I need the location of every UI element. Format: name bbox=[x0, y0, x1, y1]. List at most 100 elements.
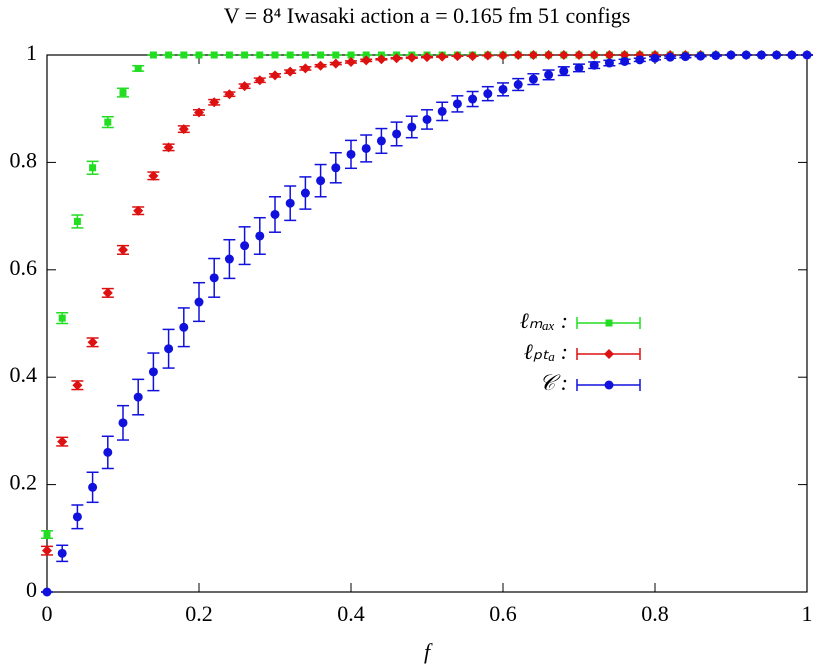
marker bbox=[133, 392, 143, 402]
marker bbox=[559, 66, 569, 76]
marker bbox=[362, 51, 370, 59]
marker bbox=[483, 89, 493, 99]
marker bbox=[254, 75, 265, 86]
marker bbox=[104, 118, 112, 126]
marker bbox=[635, 55, 645, 65]
marker bbox=[43, 531, 51, 539]
marker bbox=[103, 447, 113, 457]
chart-title: V = 8⁴ Iwasaki action a = 0.165 fm 51 co… bbox=[224, 3, 631, 28]
x-tick-label: 0.8 bbox=[641, 601, 669, 626]
marker bbox=[589, 60, 599, 70]
marker bbox=[179, 322, 189, 332]
marker bbox=[87, 337, 98, 348]
marker bbox=[57, 548, 67, 558]
marker bbox=[57, 436, 68, 447]
marker bbox=[285, 198, 295, 208]
marker bbox=[756, 50, 766, 60]
marker bbox=[285, 66, 296, 77]
marker bbox=[619, 50, 630, 60]
marker bbox=[406, 52, 417, 63]
marker bbox=[528, 74, 538, 84]
marker bbox=[498, 84, 508, 94]
marker bbox=[452, 51, 463, 62]
marker bbox=[468, 94, 478, 104]
y-tick-label: 0 bbox=[26, 577, 37, 602]
marker bbox=[286, 51, 294, 59]
marker bbox=[802, 50, 812, 60]
marker bbox=[72, 512, 82, 522]
marker bbox=[256, 51, 264, 59]
marker bbox=[513, 80, 523, 90]
marker bbox=[665, 52, 675, 62]
marker bbox=[148, 170, 159, 181]
marker bbox=[650, 53, 660, 63]
marker bbox=[165, 51, 173, 59]
marker bbox=[696, 51, 706, 61]
y-tick-label: 0.2 bbox=[10, 470, 38, 495]
marker bbox=[422, 114, 432, 124]
marker bbox=[376, 54, 387, 65]
plot-frame bbox=[46, 54, 808, 593]
marker bbox=[543, 50, 554, 60]
marker bbox=[194, 107, 204, 118]
legend-label: 𝒞 : bbox=[539, 370, 568, 395]
marker bbox=[604, 58, 614, 68]
marker bbox=[271, 51, 279, 59]
y-tick-label: 0.4 bbox=[10, 362, 38, 387]
x-tick-label: 0.2 bbox=[185, 601, 213, 626]
x-axis-label: f bbox=[424, 639, 433, 664]
x-tick-label: 0.4 bbox=[337, 601, 365, 626]
marker bbox=[604, 349, 614, 359]
marker bbox=[118, 418, 128, 428]
marker bbox=[772, 50, 782, 60]
marker bbox=[317, 51, 325, 59]
marker bbox=[300, 63, 311, 74]
marker bbox=[346, 149, 356, 159]
marker bbox=[270, 70, 280, 81]
marker bbox=[163, 142, 174, 153]
y-tick-label: 1 bbox=[26, 40, 37, 65]
marker bbox=[347, 51, 355, 59]
marker bbox=[680, 52, 690, 62]
marker bbox=[118, 244, 128, 255]
marker bbox=[180, 51, 188, 59]
marker bbox=[209, 273, 219, 283]
y-tick-label: 0.6 bbox=[10, 255, 38, 280]
y-tick-label: 0.8 bbox=[10, 147, 38, 172]
marker bbox=[42, 587, 52, 597]
marker bbox=[346, 56, 356, 67]
marker bbox=[574, 63, 584, 73]
marker bbox=[88, 482, 98, 492]
marker bbox=[332, 51, 340, 59]
marker bbox=[178, 124, 189, 135]
marker bbox=[498, 50, 508, 61]
marker bbox=[134, 64, 142, 72]
x-tick-label: 0 bbox=[42, 601, 53, 626]
marker bbox=[361, 143, 371, 153]
marker bbox=[58, 314, 66, 322]
marker bbox=[102, 287, 113, 298]
marker bbox=[209, 97, 220, 108]
marker bbox=[376, 136, 386, 146]
marker bbox=[392, 129, 402, 139]
marker bbox=[73, 217, 81, 225]
marker bbox=[361, 55, 372, 66]
marker bbox=[407, 122, 417, 132]
marker bbox=[726, 50, 736, 60]
marker bbox=[72, 380, 83, 391]
marker bbox=[589, 50, 600, 60]
marker bbox=[316, 176, 326, 186]
marker bbox=[620, 56, 630, 66]
legend-label: ℓₚₜₐ : bbox=[524, 339, 568, 364]
marker bbox=[255, 231, 265, 241]
marker bbox=[574, 50, 584, 60]
marker bbox=[787, 50, 797, 60]
marker bbox=[513, 50, 524, 60]
marker bbox=[391, 53, 402, 64]
marker bbox=[133, 205, 144, 216]
marker bbox=[164, 344, 174, 354]
marker bbox=[604, 380, 614, 390]
x-tick-label: 1 bbox=[802, 601, 813, 626]
marker bbox=[210, 51, 218, 59]
marker bbox=[452, 99, 462, 109]
